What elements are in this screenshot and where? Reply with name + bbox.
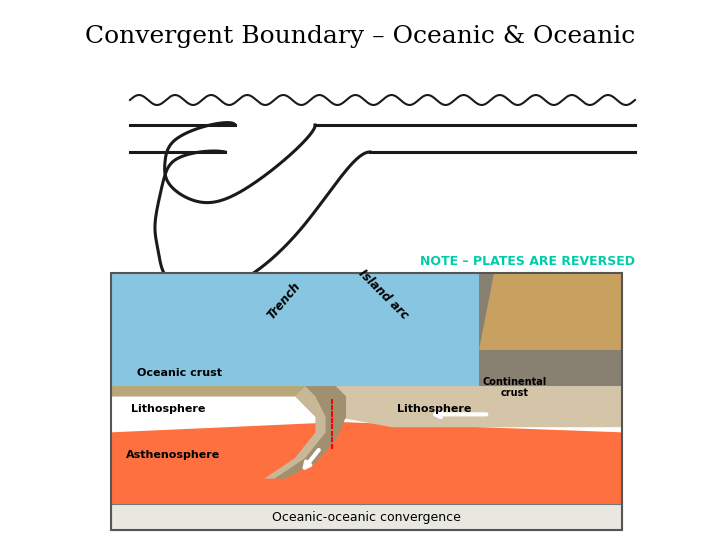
Polygon shape	[479, 273, 622, 350]
Polygon shape	[325, 386, 622, 427]
Polygon shape	[479, 273, 622, 386]
Text: Lithosphere: Lithosphere	[397, 404, 472, 414]
Polygon shape	[111, 386, 305, 396]
Bar	[111, 273, 622, 530]
Polygon shape	[111, 386, 336, 478]
Text: Oceanic-oceanic convergence: Oceanic-oceanic convergence	[272, 511, 461, 524]
Text: Continental
crust: Continental crust	[482, 377, 546, 399]
Bar	[111, 504, 622, 530]
Text: Trench: Trench	[264, 280, 302, 322]
Text: Convergent Boundary – Oceanic & Oceanic: Convergent Boundary – Oceanic & Oceanic	[85, 25, 635, 48]
Text: Oceanic crust: Oceanic crust	[137, 368, 222, 378]
Text: Island arc: Island arc	[356, 267, 411, 322]
Polygon shape	[274, 386, 346, 478]
Polygon shape	[111, 422, 622, 530]
Bar	[111, 273, 622, 530]
Polygon shape	[111, 273, 622, 396]
Text: Lithosphere: Lithosphere	[132, 404, 206, 414]
Text: NOTE – PLATES ARE REVERSED: NOTE – PLATES ARE REVERSED	[420, 255, 635, 268]
Text: Asthenosphere: Asthenosphere	[126, 450, 220, 460]
